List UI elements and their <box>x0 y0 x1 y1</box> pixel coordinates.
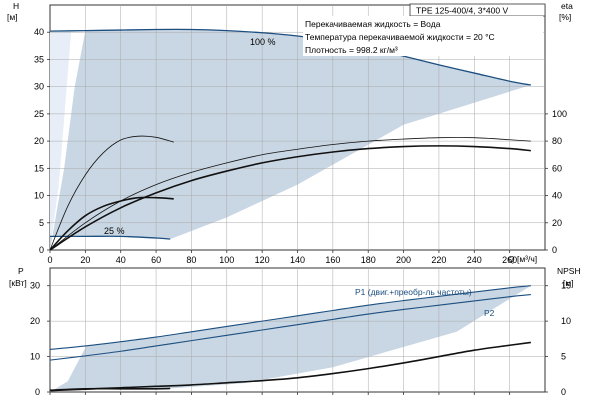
bottom-curves <box>49 285 531 392</box>
y-left-tick-label-6: 30 <box>34 82 44 92</box>
y-right-unit-bottom: [м] <box>563 278 574 288</box>
label-p2: P2 <box>484 308 495 318</box>
top-series-2 <box>49 135 174 251</box>
bottom-y-right-tick-label-1: 5 <box>561 352 566 362</box>
y-left-tick-label-1: 5 <box>39 218 44 228</box>
x-tick-label-5: 100 <box>219 255 234 265</box>
bottom-ticks: 0 10 20 30 0 5 10 15 <box>30 281 571 397</box>
y-left-tick-label-3: 15 <box>34 163 44 173</box>
top-grid <box>50 5 545 250</box>
x-tick-label-1: 20 <box>80 255 90 265</box>
annotation-liquid: Перекачиваемая жидкость = Вода <box>305 19 441 29</box>
top-series-5 <box>49 145 531 251</box>
area-operating <box>50 29 531 250</box>
x-tick-label-6: 120 <box>255 255 270 265</box>
y-left-tick-label-2: 10 <box>34 191 44 201</box>
bottom-y-left-tick-label-1: 10 <box>30 352 40 362</box>
bottom-y-left-tick-label-0: 0 <box>35 387 40 397</box>
y-right-tick-label-2: 40 <box>552 191 562 201</box>
y-right-name-bottom: NPSH <box>557 266 581 276</box>
x-axis-label: Q [м³/ч] <box>508 254 537 264</box>
y-left-name: H <box>13 1 19 11</box>
x-tick-label-12: 240 <box>467 255 482 265</box>
bottom-y-right-tick-label-3: 15 <box>561 281 571 291</box>
x-tick-label-4: 80 <box>186 255 196 265</box>
y-right-tick-label-0: 0 <box>552 245 557 255</box>
bottom-series-1 <box>49 294 531 361</box>
bottom-y-left-tick-label-2: 20 <box>30 316 40 326</box>
y-left-unit: [м] <box>7 12 18 22</box>
bottom-panel: 0 10 20 30 0 5 10 15 P1 (двиг.+преобр-ль частот… <box>9 266 581 397</box>
chart-title: TPE 125-400/4, 3*400 V <box>416 6 508 16</box>
bottom-operating-area <box>50 285 531 392</box>
area-light-wedge <box>50 30 72 251</box>
bottom-area-operating <box>50 285 531 392</box>
y-left-tick-label-5: 25 <box>34 109 44 119</box>
annotation-density: Плотность = 998.2 кг/м³ <box>305 45 398 55</box>
x-tick-label-11: 220 <box>431 255 446 265</box>
top-curves <box>49 28 531 251</box>
x-tick-label-7: 140 <box>290 255 305 265</box>
y-right-tick-label-3: 60 <box>552 163 562 173</box>
x-tick-label-10: 200 <box>396 255 411 265</box>
y-left-tick-label-7: 35 <box>34 54 44 64</box>
top-series-1 <box>49 235 171 240</box>
y-left-tick-label-4: 20 <box>34 136 44 146</box>
bottom-grid <box>50 268 545 392</box>
bottom-series-3 <box>49 387 171 392</box>
y-right-unit: [%] <box>559 12 571 22</box>
y-right-tick-label-4: 80 <box>552 136 562 146</box>
y-left-tick-label-8: 40 <box>34 27 44 37</box>
top-ticks: 0 20 40 60 80 100 120 140 160 180 200 220 240 2600510… <box>34 27 567 265</box>
top-series-4 <box>49 137 531 251</box>
bottom-y-left-tick-label-3: 30 <box>30 281 40 291</box>
top-series-3 <box>49 196 174 251</box>
top-panel: 0 20 40 60 80 100 120 140 160 180 200 220 240 2600510… <box>7 1 573 265</box>
y-left-tick-label-0: 0 <box>39 245 44 255</box>
bottom-series-0 <box>49 285 531 351</box>
y-left-name-bottom: P <box>18 266 24 276</box>
bottom-series-2 <box>49 341 531 392</box>
bottom-y-right-tick-label-2: 10 <box>561 316 571 326</box>
y-right-tick-label-1: 20 <box>552 218 562 228</box>
top-operating-area <box>50 29 531 251</box>
annotation-box <box>303 16 543 56</box>
x-tick-label-3: 60 <box>151 255 161 265</box>
bottom-y-right-tick-label-0: 0 <box>561 387 566 397</box>
annotation-temperature: Температура перекачиваемой жидкости = 20… <box>305 32 495 42</box>
top-series-0 <box>49 28 531 86</box>
x-tick-label-2: 40 <box>116 255 126 265</box>
label-p1: P1 (двиг.+преобр-ль частоты) <box>355 287 472 297</box>
x-tick-label-13: 260 <box>502 255 517 265</box>
y-right-name: eta <box>561 1 573 11</box>
y-right-tick-label-5: 100 <box>552 109 567 119</box>
label-100-percent: 100 % <box>250 37 276 47</box>
x-tick-label-0: 0 <box>47 255 52 265</box>
x-tick-label-9: 180 <box>361 255 376 265</box>
label-25-percent: 25 % <box>104 226 125 236</box>
x-tick-label-8: 160 <box>325 255 340 265</box>
y-left-unit-bottom: [кВт] <box>9 278 27 288</box>
